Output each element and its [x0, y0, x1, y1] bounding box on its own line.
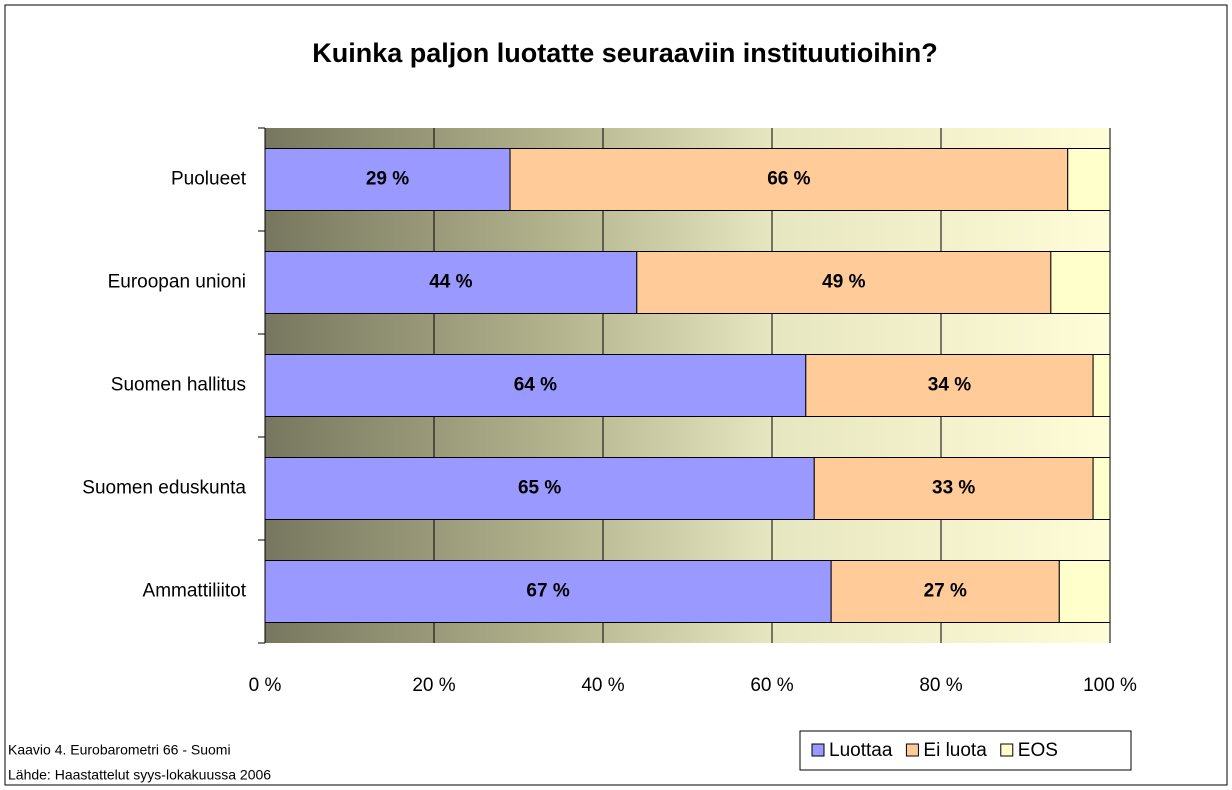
bar-segment	[264, 148, 511, 211]
x-tick-label: 80 %	[919, 675, 962, 696]
legend-swatch	[1000, 743, 1014, 757]
bar-segment	[1050, 251, 1111, 314]
bar-segment	[636, 251, 1052, 314]
bar-segment	[805, 354, 1094, 417]
bar-segment	[264, 457, 815, 520]
y-tick-label: Puolueet	[171, 169, 247, 190]
legend-box	[799, 730, 1132, 771]
x-tick-label: 40 %	[581, 675, 624, 696]
data-label: 49 %	[822, 272, 865, 293]
annotation: Kaavio 4. Eurobarometri 66 - Suomi	[8, 742, 231, 758]
bar-segment	[264, 354, 807, 417]
legend-label: Luottaa	[829, 740, 893, 761]
y-tick-label: Suomen eduskunta	[82, 478, 246, 499]
x-tick-label: 0 %	[249, 675, 282, 696]
legend-swatch	[811, 743, 825, 757]
bar-segment	[1067, 148, 1111, 211]
data-label: 66 %	[767, 169, 810, 190]
legend-label: Ei luota	[923, 740, 987, 761]
bar-segment	[1058, 560, 1111, 623]
legend-label: EOS	[1018, 740, 1058, 761]
legend-swatch	[905, 743, 919, 757]
data-label: 67 %	[526, 581, 569, 602]
data-label: 64 %	[514, 375, 557, 396]
bar-segment	[509, 148, 1069, 211]
annotation: Lähde: Haastattelut syys-lokakuussa 2006	[8, 767, 271, 783]
bar-segment	[1092, 354, 1111, 417]
y-tick-label: Euroopan unioni	[108, 272, 246, 293]
y-tick-label: Ammattiliitot	[143, 581, 247, 602]
data-label: 34 %	[928, 375, 971, 396]
bar-segment	[813, 457, 1094, 520]
bar-segment	[264, 560, 832, 623]
bar-segment	[264, 251, 638, 314]
data-label: 27 %	[924, 581, 967, 602]
data-label: 44 %	[429, 272, 472, 293]
data-label: 29 %	[366, 169, 409, 190]
chart-title: Kuinka paljon luotatte seuraaviin instit…	[312, 38, 938, 68]
data-label: 33 %	[932, 478, 975, 499]
data-label: 65 %	[518, 478, 561, 499]
bar-segment	[1092, 457, 1111, 520]
bar-segment	[830, 560, 1060, 623]
x-tick-label: 100 %	[1083, 675, 1137, 696]
x-tick-label: 20 %	[412, 675, 455, 696]
y-tick-label: Suomen hallitus	[111, 375, 246, 396]
x-tick-label: 60 %	[750, 675, 793, 696]
